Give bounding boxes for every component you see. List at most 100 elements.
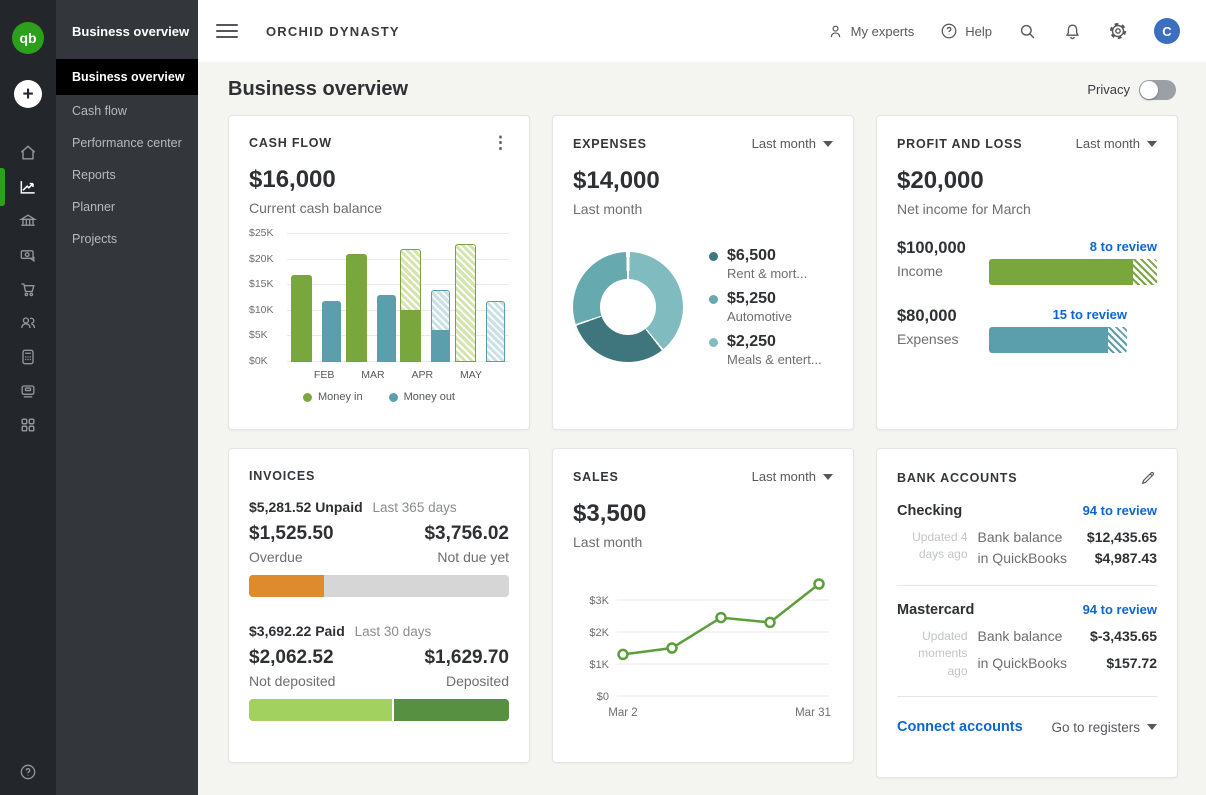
expenses-card: EXPENSES Last month $14,000 Last month $… bbox=[552, 115, 854, 430]
net-income-amount: $20,000 bbox=[897, 167, 984, 194]
in-quickbooks-label: in QuickBooks bbox=[977, 655, 1067, 672]
sidebar-item-planner[interactable]: Planner bbox=[72, 200, 116, 214]
new-button[interactable]: + bbox=[14, 80, 42, 108]
bar-money-in bbox=[291, 274, 313, 362]
paid-period: Last 30 days bbox=[354, 624, 432, 639]
x-axis-tick: FEB bbox=[313, 369, 335, 381]
chevron-down-icon bbox=[823, 473, 833, 480]
unpaid-amount: $5,281.52 bbox=[249, 499, 312, 515]
income-review-link[interactable]: 8 to review bbox=[1089, 239, 1157, 254]
divider bbox=[897, 585, 1157, 586]
privacy-toggle[interactable] bbox=[1139, 79, 1176, 100]
sidebar-header: Business overview bbox=[72, 24, 190, 39]
paid-progress-bar bbox=[249, 699, 509, 721]
cart-icon[interactable] bbox=[0, 272, 56, 306]
notifications-bell-icon[interactable] bbox=[1063, 22, 1082, 41]
calculator-icon[interactable] bbox=[0, 340, 56, 374]
performance-chart-icon[interactable] bbox=[0, 168, 56, 206]
invoices-title: INVOICES bbox=[249, 469, 316, 483]
expenses-period-dropdown[interactable]: Last month bbox=[752, 136, 833, 151]
bar-segment-actual bbox=[345, 254, 367, 362]
expense-amount: $5,250 bbox=[727, 290, 776, 307]
x-axis-tick: MAY bbox=[460, 369, 483, 381]
paid-amount: $3,692.22 bbox=[249, 623, 312, 639]
account-name: Checking bbox=[897, 503, 963, 519]
home-icon[interactable] bbox=[0, 136, 56, 170]
expenses-review-link[interactable]: 15 to review bbox=[1052, 307, 1127, 322]
checking-review-link[interactable]: 94 to review bbox=[1082, 503, 1157, 518]
pos-terminal-icon[interactable] bbox=[0, 374, 56, 408]
sales-period-dropdown[interactable]: Last month bbox=[752, 469, 833, 484]
bank-icon[interactable] bbox=[0, 204, 56, 238]
y-axis-tick: $1K bbox=[589, 659, 609, 671]
legend-dot bbox=[302, 392, 312, 402]
bank-balance-value: $12,435.65 bbox=[1086, 529, 1157, 545]
settings-gear-icon[interactable] bbox=[1108, 21, 1128, 41]
sidebar-item-performance-center[interactable]: Performance center bbox=[72, 136, 182, 150]
bank-accounts-title: BANK ACCOUNTS bbox=[897, 471, 1018, 485]
in-quickbooks-value: $157.72 bbox=[1106, 655, 1157, 672]
profit-loss-period-dropdown[interactable]: Last month bbox=[1076, 136, 1157, 151]
sales-amount: $3,500 bbox=[573, 500, 647, 527]
income-bar bbox=[989, 259, 1157, 285]
gridline: $5K bbox=[249, 329, 509, 341]
hamburger-menu-icon[interactable] bbox=[216, 20, 238, 42]
bar-group-feb bbox=[291, 274, 342, 362]
period-label: Last month bbox=[1075, 136, 1140, 151]
legend-label: Money in bbox=[317, 391, 363, 403]
person-icon bbox=[830, 25, 841, 37]
income-amount: $100,000 bbox=[897, 239, 966, 257]
period-label: Last month bbox=[751, 469, 816, 484]
expenses-amount: $14,000 bbox=[573, 167, 660, 194]
y-axis-tick: $5K bbox=[249, 329, 268, 342]
net-income-caption: Net income for March bbox=[897, 201, 1031, 217]
bar-group-mar bbox=[345, 254, 396, 362]
sales-title: SALES bbox=[573, 469, 619, 484]
search-icon[interactable] bbox=[1018, 22, 1037, 41]
period-label: Last month bbox=[751, 136, 816, 151]
user-avatar[interactable]: C bbox=[1154, 18, 1180, 44]
kebab-menu-icon[interactable]: ⋮ bbox=[492, 132, 509, 152]
expense-category: Meals & entert... bbox=[727, 352, 822, 367]
bar-segment-projected bbox=[431, 290, 451, 332]
help-circle-icon[interactable] bbox=[0, 755, 56, 789]
main-content: ORCHID DYNASTY My experts Help C Busines… bbox=[198, 0, 1206, 795]
sales-chart-svg: $0 $1K $2K $3K Mar 2 Mar 31 bbox=[589, 578, 831, 719]
expenses-title: EXPENSES bbox=[573, 136, 647, 151]
quickbooks-logo[interactable]: qb bbox=[12, 22, 44, 54]
bar-groups bbox=[287, 234, 509, 362]
sidebar-item-reports[interactable]: Reports bbox=[72, 168, 116, 182]
edit-pencil-icon[interactable] bbox=[1139, 469, 1157, 487]
connect-accounts-link[interactable]: Connect accounts bbox=[897, 719, 1023, 736]
gridline: $0K bbox=[249, 355, 509, 367]
go-to-registers-dropdown[interactable]: Go to registers bbox=[1051, 720, 1157, 735]
bar-segment-actual bbox=[322, 300, 342, 362]
deposited-segment bbox=[394, 699, 509, 721]
mastercard-review-link[interactable]: 94 to review bbox=[1082, 602, 1157, 617]
y-axis-tick: $25K bbox=[249, 227, 274, 239]
y-axis-tick: $20K bbox=[249, 252, 274, 265]
sidebar-item-cash-flow[interactable]: Cash flow bbox=[72, 104, 127, 118]
apps-grid-icon[interactable] bbox=[0, 408, 56, 442]
bank-account-checking: Checking 94 to review Bank balance $12,4… bbox=[897, 503, 1157, 586]
sidebar-item-business-overview[interactable]: Business overview bbox=[56, 59, 198, 95]
money-icon[interactable] bbox=[0, 238, 56, 272]
expense-amount: $2,250 bbox=[727, 333, 776, 350]
my-experts-button[interactable]: My experts bbox=[827, 23, 914, 40]
sidebar: Business overview Business overview Cash… bbox=[56, 0, 198, 795]
help-button[interactable]: Help bbox=[940, 22, 992, 40]
y-axis-tick: $15K bbox=[249, 278, 274, 291]
deposited-label: Deposited bbox=[445, 673, 509, 689]
bar-segment-projected bbox=[485, 300, 505, 362]
help-label: Help bbox=[965, 23, 992, 39]
x-axis-tick: MAR bbox=[361, 369, 385, 381]
account-name: Mastercard bbox=[897, 602, 975, 618]
registers-label: Go to registers bbox=[1051, 719, 1140, 735]
sales-card: SALES Last month $3,500 Last month $0 $1K… bbox=[552, 448, 854, 763]
sidebar-item-projects[interactable]: Projects bbox=[72, 232, 118, 246]
expenses-donut-chart bbox=[573, 252, 683, 362]
invoices-card: INVOICES $5,281.52 Unpaid Last 365 days … bbox=[228, 448, 530, 763]
unpaid-progress-bar bbox=[249, 575, 509, 597]
customers-icon[interactable] bbox=[0, 306, 56, 340]
cash-balance-amount: $16,000 bbox=[249, 166, 336, 193]
